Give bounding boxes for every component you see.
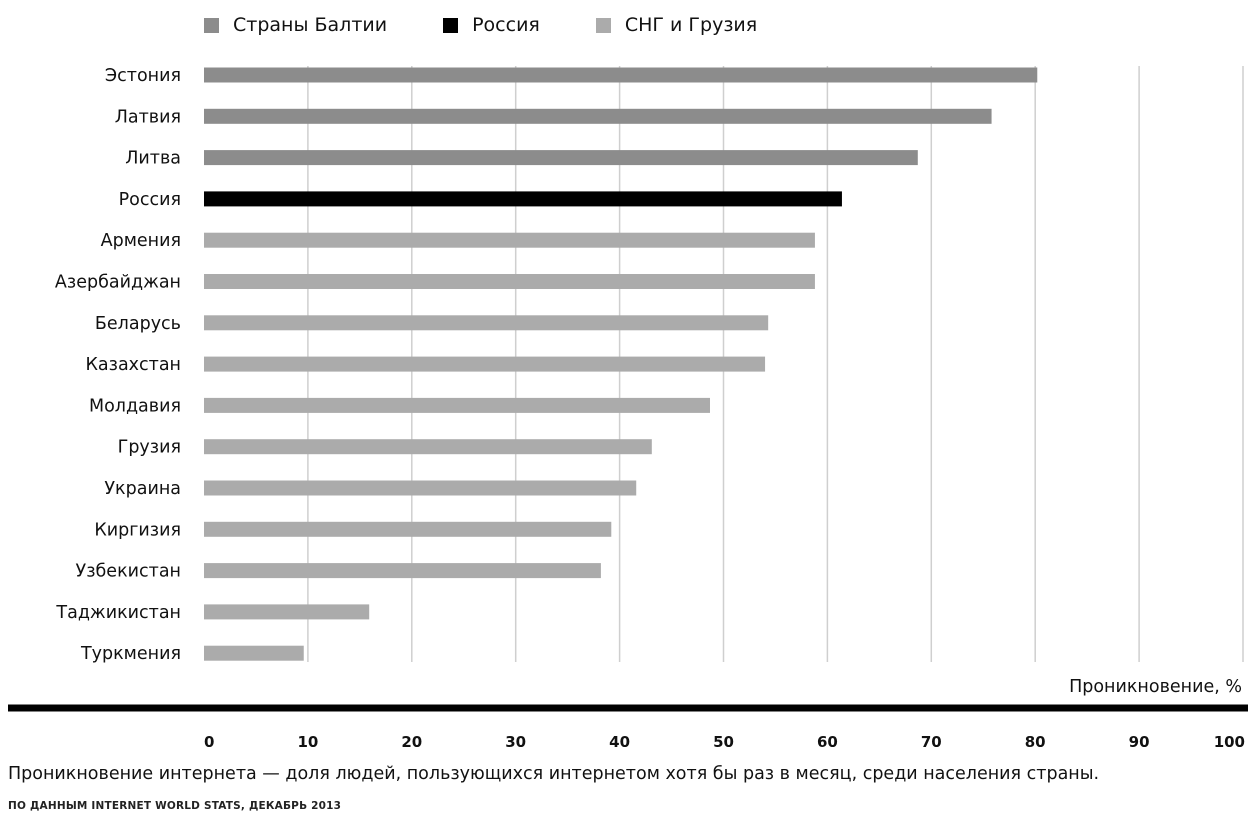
bar <box>204 108 992 124</box>
bar <box>204 563 601 579</box>
bar <box>204 604 370 620</box>
legend-swatch-russia <box>443 17 459 33</box>
category-label: Киргизия <box>94 520 181 540</box>
bar <box>204 521 612 537</box>
category-label: Туркмения <box>80 644 181 664</box>
bar <box>204 645 304 661</box>
x-tick-label: 0 <box>204 733 214 751</box>
chart-note: Проникновение интернета — доля людей, по… <box>8 764 1100 784</box>
legend-label-russia: Россия <box>472 14 540 36</box>
x-tick-label: 70 <box>921 733 942 751</box>
category-label: Армения <box>101 231 181 251</box>
x-tick-label: 30 <box>505 733 526 751</box>
chart-source: ПО ДАННЫМ INTERNET WORLD STATS, ДЕКАБРЬ … <box>8 800 342 812</box>
category-label: Казахстан <box>85 355 181 375</box>
bar <box>204 439 652 455</box>
category-label: Литва <box>125 149 181 169</box>
category-label: Грузия <box>118 438 181 458</box>
x-tick-label: 90 <box>1129 733 1150 751</box>
category-label: Молдавия <box>89 396 181 416</box>
bar <box>204 232 815 248</box>
category-label: Эстония <box>105 66 181 86</box>
category-labels: Эстония Латвия Литва Россия Армения Азербайдж… <box>55 66 181 664</box>
category-label: Азербайджан <box>55 273 181 293</box>
bars <box>204 67 1038 661</box>
legend-item-russia: Россия <box>443 14 540 36</box>
legend-label-baltic: Страны Балтии <box>233 14 388 36</box>
category-label: Узбекистан <box>76 562 181 582</box>
legend-item-baltic: Страны Балтии <box>204 14 387 36</box>
bar <box>204 356 766 372</box>
category-label: Россия <box>119 190 181 210</box>
x-tick-label: 10 <box>297 733 318 751</box>
bar <box>204 150 918 166</box>
bar <box>204 480 637 496</box>
category-label: Таджикистан <box>55 603 181 623</box>
legend-swatch-cis <box>595 17 611 33</box>
x-tick-label: 80 <box>1025 733 1046 751</box>
category-label: Латвия <box>115 107 181 127</box>
bar <box>204 274 815 289</box>
legend-swatch-baltic <box>204 17 219 33</box>
category-label: Украина <box>104 479 181 499</box>
x-tick-label: 100 <box>1214 733 1245 751</box>
x-tick-label: 50 <box>713 733 734 751</box>
x-axis-title: Проникновение, % <box>1069 677 1242 697</box>
bar <box>204 397 710 413</box>
x-tick-label: 60 <box>817 733 838 751</box>
bar <box>204 315 769 331</box>
category-label: Беларусь <box>95 314 181 334</box>
bar <box>204 191 842 207</box>
x-tick-label: 40 <box>609 733 630 751</box>
x-tick-labels: 0 10 20 30 40 50 60 70 80 90 100 <box>204 733 1245 751</box>
x-tick-label: 20 <box>401 733 422 751</box>
bar <box>204 67 1038 83</box>
chart-legend: Страны Балтии Россия СНГ и Грузия <box>204 14 813 36</box>
legend-item-cis: СНГ и Грузия <box>595 14 758 36</box>
legend-label-cis: СНГ и Грузия <box>624 14 758 36</box>
